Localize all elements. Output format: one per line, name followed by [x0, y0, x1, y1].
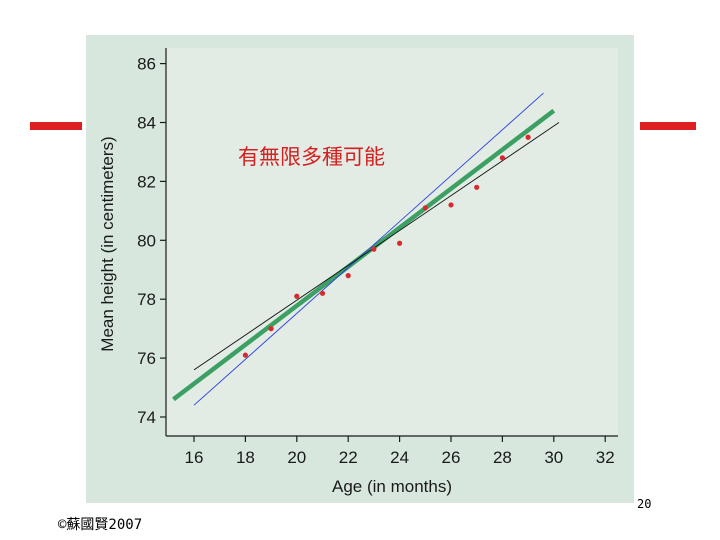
right-red-bar [640, 122, 696, 130]
data-point [345, 273, 351, 279]
data-point [319, 290, 326, 296]
data-point [422, 205, 428, 211]
line-shallow [193, 122, 560, 371]
x-axis-label: Age (in months) [332, 477, 452, 496]
data-point [294, 293, 300, 299]
page-number: 20 [637, 497, 652, 511]
y-tick-label: 80 [137, 231, 156, 250]
copyright-text: ©蘇國賢2007 [58, 517, 143, 533]
data-point [397, 240, 403, 246]
data-point [242, 352, 248, 358]
data-point [525, 134, 531, 140]
y-tick-label: 84 [137, 114, 156, 133]
x-tick-label: 22 [339, 448, 358, 467]
x-tick-label: 28 [493, 448, 512, 467]
y-axis-label: Mean height (in centimeters) [98, 136, 117, 351]
plot-area [166, 48, 618, 436]
chart-annotation: 有無限多種可能 [238, 145, 385, 169]
line-steep [193, 92, 544, 406]
y-tick-label: 76 [137, 349, 156, 368]
left-red-bar [30, 122, 82, 130]
x-tick-label: 20 [287, 448, 306, 467]
x-tick-label: 26 [442, 448, 461, 467]
data-point [474, 184, 480, 190]
data-point [499, 155, 505, 161]
x-tick-label: 24 [390, 448, 409, 467]
data-point [448, 202, 454, 208]
y-tick-label: 82 [137, 172, 156, 191]
x-tick-label: 16 [185, 448, 204, 467]
data-point [371, 246, 377, 252]
y-tick-label: 74 [137, 408, 156, 427]
x-tick-label: 18 [236, 448, 255, 467]
data-point [268, 326, 274, 332]
y-tick-label: 86 [137, 55, 156, 74]
y-tick-label: 78 [137, 290, 156, 309]
x-tick-label: 30 [544, 448, 563, 467]
x-tick-label: 32 [596, 448, 615, 467]
